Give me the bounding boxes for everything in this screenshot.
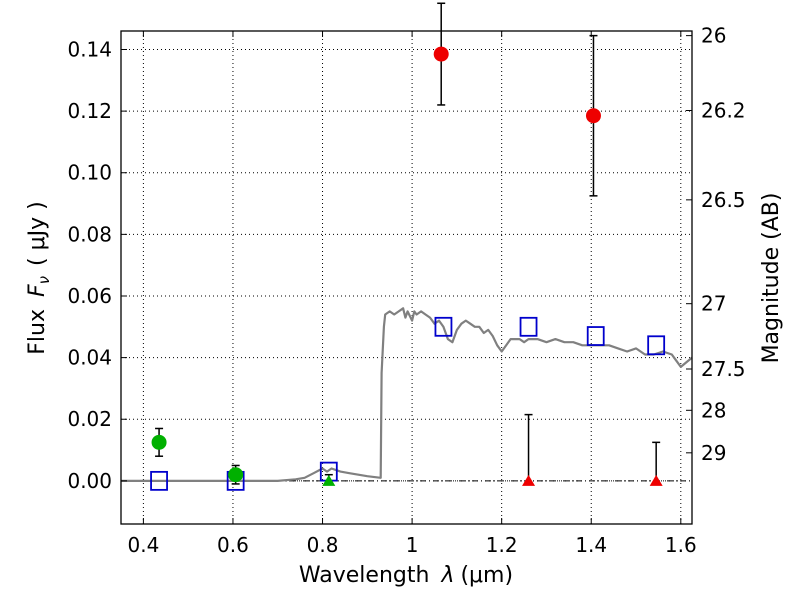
x-axis-label-symbol: λ [440, 563, 454, 588]
model-flux-square [586, 326, 605, 346]
model-flux-square [150, 470, 168, 491]
x-tick-label: 1.4 [575, 533, 607, 557]
x-tick-label: 1.6 [665, 533, 697, 557]
upper-limit-triangle [649, 474, 663, 486]
axes: 0.4 0.6 0.8 1 1.2 1.4 1.6 0.00 0.02 0.04 0.06 0.08 0… [67, 24, 745, 557]
flux-point-circle [433, 46, 449, 62]
y-tick-label: 0.00 [67, 469, 112, 493]
y-tick-label: 0.12 [67, 99, 112, 123]
y-tick-label: 0.04 [67, 346, 112, 370]
y-axis-label-right: Magnitude (AB) [759, 193, 784, 364]
y-axis-label-unit: ( μJy ) [25, 201, 50, 266]
y-tick-label: 0.06 [67, 284, 112, 308]
flux-point-circle [151, 434, 167, 450]
y-axis-label-prefix: Flux [25, 309, 50, 355]
upper-limit-triangle [522, 474, 536, 486]
y-axis-label-symbol: F [25, 284, 50, 297]
magnitude-tick-label: 29 [701, 441, 726, 465]
y-tick-label: 0.02 [67, 407, 112, 431]
x-axis-label-prefix: Wavelength [299, 563, 430, 588]
magnitude-tick-label: 27 [701, 292, 726, 316]
magnitude-tick-label: 26 [701, 24, 726, 48]
magnitude-tick-label: 28 [701, 398, 726, 422]
x-tick-label: 1 [406, 533, 419, 557]
x-tick-label: 1.2 [486, 533, 518, 557]
model-flux-square [647, 335, 666, 356]
magnitude-tick-label: 27.5 [701, 357, 746, 381]
x-tick-label: 0.4 [127, 533, 159, 557]
magnitude-tick-label: 26.2 [701, 98, 746, 122]
y-tick-label: 0.14 [67, 37, 112, 61]
magnitude-tick-label: 26.5 [701, 188, 746, 212]
x-tick-label: 0.8 [307, 533, 339, 557]
flux-point-circle [228, 467, 244, 483]
model-flux-square [434, 316, 453, 337]
x-axis-label: Wavelength λ (μm) [299, 563, 513, 588]
plot-frame [120, 30, 693, 525]
y-tick-label: 0.08 [67, 222, 112, 246]
x-tick-label: 0.6 [217, 533, 249, 557]
x-axis-label-unit: (μm) [460, 563, 513, 588]
upper-limit-triangle [322, 474, 336, 486]
y-axis-label-subscript: ν [35, 276, 53, 284]
flux-point-circle [585, 108, 601, 124]
plot-area [121, 2, 693, 491]
model-flux-square [519, 316, 538, 337]
y-axis-label: Flux Fν ( μJy ) [25, 201, 53, 354]
y-tick-label: 0.10 [67, 161, 112, 185]
